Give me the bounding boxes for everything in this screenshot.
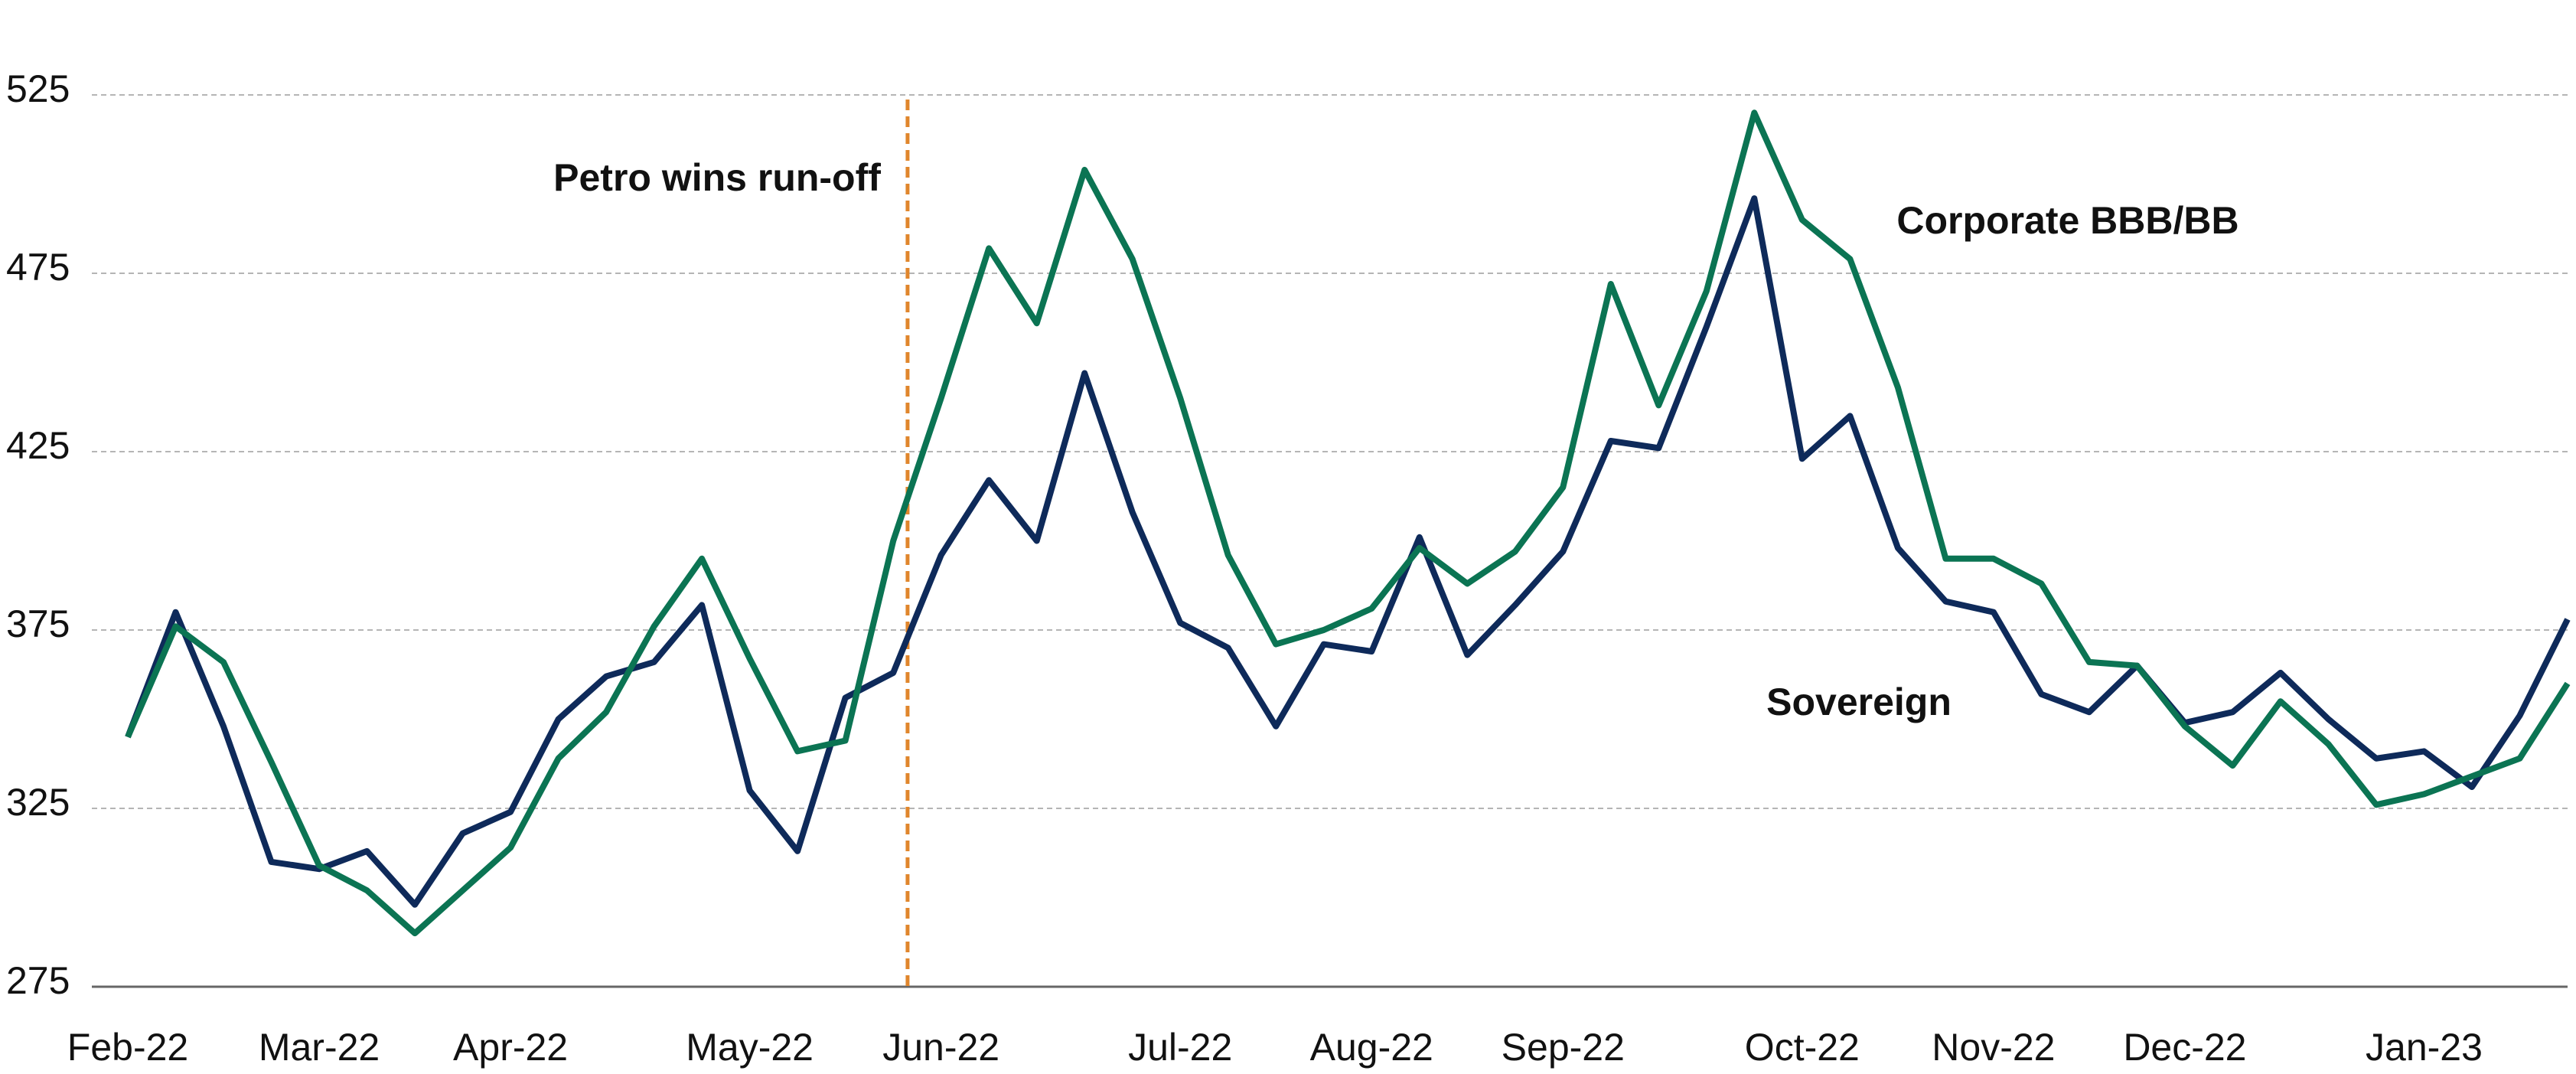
series-label: Sovereign: [1766, 681, 1952, 723]
x-tick-label: May-22: [686, 1026, 814, 1069]
y-tick-label: 475: [6, 246, 70, 289]
y-tick-label: 425: [6, 424, 70, 467]
x-tick-label: Oct-22: [1745, 1026, 1860, 1069]
series-label: Corporate BBB/BB: [1896, 199, 2239, 242]
series-line: [125, 109, 2571, 937]
x-tick-label: Nov-22: [1932, 1026, 2055, 1069]
x-tick-label: Sep-22: [1502, 1026, 1625, 1069]
x-tick-label: Feb-22: [67, 1026, 188, 1069]
x-tick-label: Mar-22: [259, 1026, 380, 1069]
x-tick-label: Aug-22: [1310, 1026, 1433, 1069]
annotation-label: Petro wins run-off: [553, 156, 881, 199]
x-tick-label: Jul-22: [1128, 1026, 1232, 1069]
x-tick-label: Jan-23: [2366, 1026, 2483, 1069]
x-tick-label: Apr-22: [453, 1026, 568, 1069]
y-tick-label: 275: [6, 959, 70, 1002]
y-tick-label: 325: [6, 781, 70, 824]
y-tick-label: 375: [6, 602, 70, 645]
x-tick-label: Jun-22: [882, 1026, 999, 1069]
series-line: [125, 195, 2571, 908]
x-tick-label: Dec-22: [2123, 1026, 2246, 1069]
y-tick-label: 525: [6, 67, 70, 110]
